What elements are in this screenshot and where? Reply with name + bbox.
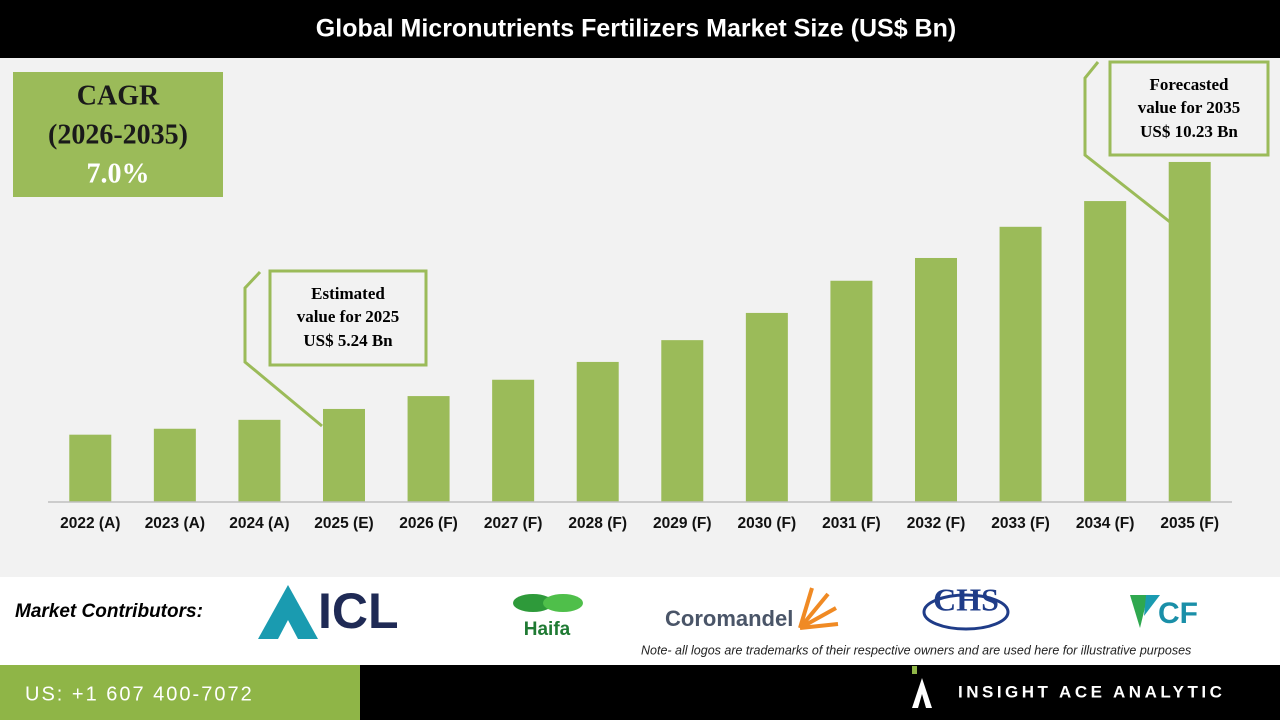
logo-mark	[1130, 595, 1148, 628]
logo: Coromandel	[665, 606, 793, 631]
annotation-text: US$ 5.24 Bn	[303, 331, 393, 350]
cagr-box	[13, 72, 223, 197]
contributors-label: Market Contributors:	[15, 601, 203, 622]
annotation-box	[1108, 60, 1270, 157]
bar	[407, 396, 450, 502]
brand-bar	[360, 665, 1280, 720]
bar	[153, 428, 196, 502]
x-tick-label: 2026 (F)	[399, 515, 458, 532]
logo-mark	[278, 620, 298, 639]
logo: ICL	[318, 583, 399, 639]
phone-bar	[0, 665, 360, 720]
x-tick-label: 2033 (F)	[991, 515, 1050, 532]
x-tick-label: 2028 (F)	[568, 515, 627, 532]
bar	[492, 379, 535, 502]
brand: INSIGHT ACE ANALYTIC	[958, 682, 1225, 701]
x-tick-label: 2027 (F)	[484, 515, 543, 532]
contributors-area	[0, 577, 1280, 665]
bar	[1168, 161, 1211, 503]
logo: Haifa	[524, 619, 571, 640]
logo-mark	[258, 585, 318, 639]
logo-mark	[543, 594, 583, 612]
logo-mark	[513, 594, 553, 612]
logo-mark	[798, 587, 839, 630]
callout-line	[243, 270, 323, 428]
bar	[323, 408, 365, 502]
phone: US: +1 607 400-7072	[25, 683, 254, 705]
note: Note- all logos are trademarks of their …	[641, 643, 1191, 657]
logo: CHS	[933, 581, 999, 617]
cagr-value: 7.0%	[87, 158, 150, 189]
annotation-text: value for 2035	[1138, 98, 1241, 117]
x-tick-label: 2030 (F)	[738, 515, 797, 532]
x-tick-label: 2035 (F)	[1160, 515, 1219, 532]
brand-icon	[912, 678, 932, 708]
annotation-text: Forecasted	[1150, 75, 1230, 94]
annotation-text: Estimated	[311, 284, 385, 303]
x-tick-label: 2022 (A)	[60, 515, 120, 532]
bar	[745, 312, 788, 502]
x-tick-label: 2034 (F)	[1076, 515, 1135, 532]
x-tick-label: 2029 (F)	[653, 515, 712, 532]
logo-mark	[922, 593, 1010, 631]
bar	[69, 434, 112, 502]
bar	[830, 280, 873, 502]
annotation-text: US$ 10.23 Bn	[1140, 122, 1238, 141]
annotation-text: value for 2025	[297, 307, 400, 326]
bar	[238, 419, 281, 502]
annotation-box	[268, 269, 428, 367]
x-tick-label: 2025 (E)	[314, 515, 373, 532]
bar	[576, 361, 619, 502]
title-bar	[0, 0, 1280, 58]
brand-icon	[912, 666, 917, 674]
x-tick-label: 2024 (A)	[229, 515, 289, 532]
cagr-period: (2026-2035)	[48, 119, 188, 150]
x-tick-label: 2023 (A)	[145, 515, 205, 532]
x-tick-label: 2032 (F)	[907, 515, 966, 532]
bar	[999, 226, 1042, 502]
bar	[915, 257, 957, 502]
logo-mark	[1144, 595, 1160, 616]
logo: CF	[1158, 597, 1198, 630]
callout-line	[1083, 61, 1171, 224]
x-tick-label: 2031 (F)	[822, 515, 881, 532]
chart-title: Global Micronutrients Fertilizers Market…	[316, 15, 956, 43]
plot: 2022 (A) 2023 (A) 2024 (A) 2025 (E) 2026 (F)…	[60, 161, 1219, 532]
bar	[661, 340, 704, 502]
cagr-label: CAGR	[77, 80, 160, 111]
bar	[1084, 201, 1127, 502]
